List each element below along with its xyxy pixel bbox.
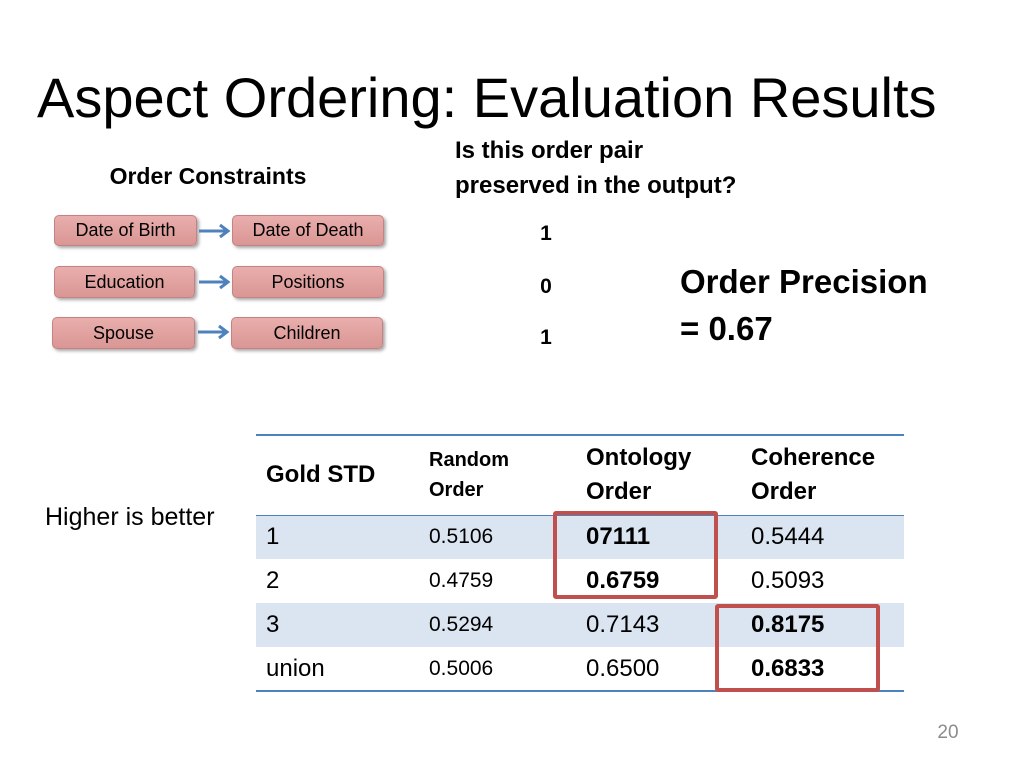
order-constraints-heading: Order Constraints	[109, 163, 307, 189]
table-row: 3 0.5294 0.7143 0.8175	[256, 603, 904, 647]
preserved-question: Is this order pair preserved in the outp…	[455, 133, 736, 203]
order-precision-label: Order Precision	[680, 263, 928, 300]
results-table: Gold STD Random Order Ontology Order Coh…	[256, 434, 904, 692]
cell-random-order: 0.5294	[429, 613, 494, 636]
cell-coherence-order: 0.8175	[751, 611, 825, 638]
cell-ontology-order: 0.6759	[586, 567, 660, 594]
highlight-box-coherence	[715, 604, 880, 692]
column-header-line: Random	[429, 449, 509, 472]
arrow-right-icon	[198, 223, 232, 239]
constraint-from-box: Spouse	[52, 317, 195, 349]
table-row: 2 0.4759 0.6759 0.5093	[256, 559, 904, 603]
column-header-line: Order	[586, 478, 652, 506]
column-header-line: Order	[751, 478, 817, 506]
cell-gold-std: 2	[266, 567, 280, 594]
cell-coherence-order: 0.6833	[751, 654, 825, 682]
constraint-to-box: Date of Death	[232, 215, 384, 246]
column-header-line: Gold STD	[266, 461, 376, 489]
constraint-from-box: Date of Birth	[54, 215, 197, 246]
table-row: union 0.5006 0.6500 0.6833	[256, 647, 904, 691]
column-header-ontology-order: Ontology Order	[576, 435, 741, 515]
table-header-row: Gold STD Random Order Ontology Order Coh…	[256, 435, 904, 515]
cell-coherence-order: 0.5093	[751, 567, 825, 594]
column-header-random-order: Random Order	[419, 435, 576, 515]
cell-gold-std: 1	[266, 523, 280, 551]
column-header-gold-std: Gold STD	[256, 435, 419, 515]
order-precision: Order Precision = 0.67	[680, 258, 928, 352]
constraint-to-box: Positions	[232, 266, 384, 298]
highlight-box-ontology	[553, 511, 718, 599]
cell-ontology-order: 0.7143	[586, 611, 660, 638]
cell-coherence-order: 0.5444	[751, 523, 825, 551]
table-row: 1 0.5106 07111 0.5444	[256, 515, 904, 559]
cell-random-order: 0.4759	[429, 569, 494, 592]
question-line-1: Is this order pair	[455, 137, 644, 164]
arrow-right-icon	[198, 274, 232, 290]
cell-ontology-order: 0.6500	[586, 654, 660, 682]
column-header-line: Ontology	[586, 444, 692, 472]
question-line-2: preserved in the output?	[455, 172, 737, 199]
higher-is-better-note: Higher is better	[45, 503, 215, 531]
slide-title: Aspect Ordering: Evaluation Results	[37, 66, 937, 129]
constraint-from-box: Education	[54, 266, 195, 298]
cell-random-order: 0.5106	[429, 525, 494, 549]
cell-ontology-order: 07111	[586, 523, 651, 551]
cell-gold-std: union	[266, 654, 325, 682]
column-header-coherence-order: Coherence Order	[741, 435, 904, 515]
order-precision-value: = 0.67	[680, 310, 773, 347]
cell-random-order: 0.5006	[429, 656, 494, 680]
preserved-value: 1	[540, 326, 552, 349]
arrow-right-icon	[197, 324, 231, 340]
column-header-line: Coherence	[751, 444, 876, 472]
preserved-value: 0	[540, 275, 552, 298]
page-number: 20	[937, 722, 959, 743]
cell-gold-std: 3	[266, 611, 280, 638]
constraint-to-box: Children	[231, 317, 383, 349]
preserved-value: 1	[540, 222, 552, 245]
column-header-line: Order	[429, 479, 484, 502]
